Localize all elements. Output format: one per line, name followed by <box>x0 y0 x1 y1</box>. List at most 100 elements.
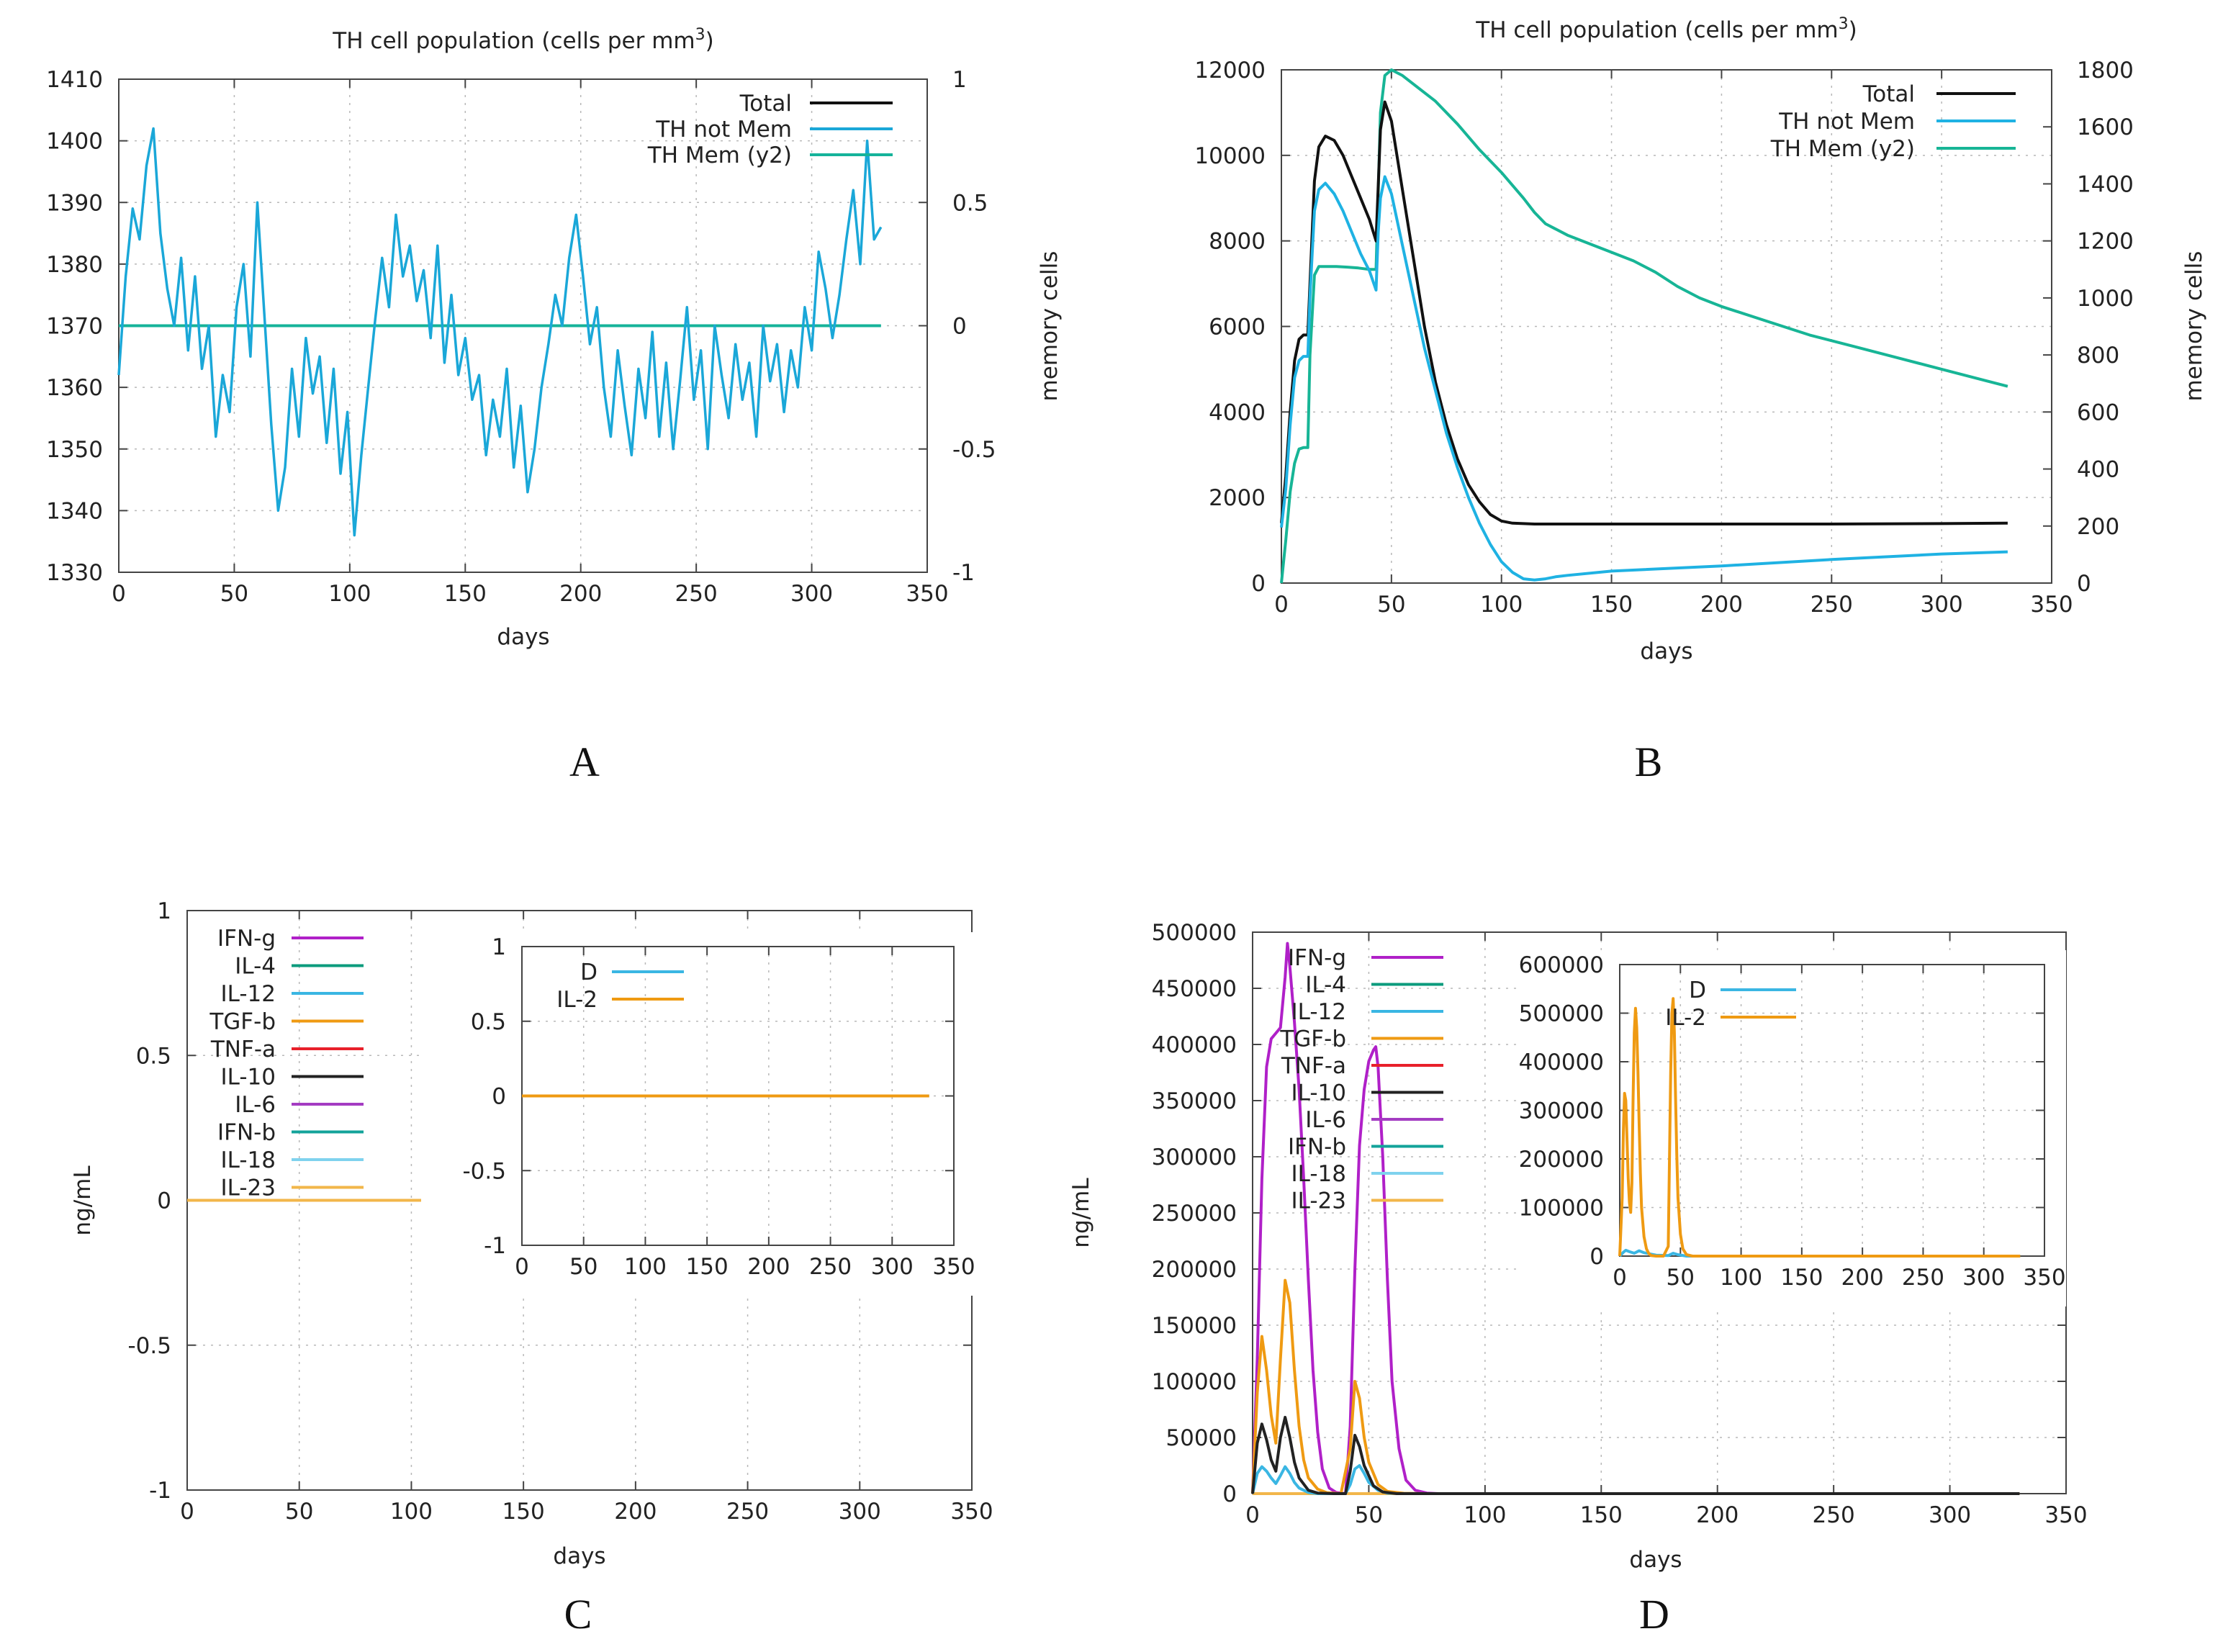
panel-d-ytick-label: 400000 <box>1152 1032 1237 1058</box>
panel-letter-d: D <box>1639 1591 1669 1638</box>
panel-d-legend-label: IL-18 <box>1291 1161 1346 1187</box>
panel-c-inset-background <box>421 932 975 1296</box>
panel-b-xtick-label: 350 <box>2030 592 2073 618</box>
panel-b-xlabel: days <box>1640 638 1692 664</box>
panel-a-y2tick-label: -0.5 <box>952 437 996 463</box>
panel-d-xtick-label: 0 <box>1245 1502 1260 1528</box>
panel-b-y2tick-label: 1600 <box>2077 114 2134 140</box>
panel-b-ytick-label: 12000 <box>1194 58 1266 83</box>
panel-d-legend-label: TNF-a <box>1281 1053 1346 1079</box>
panel-a-legend-label: TH not Mem <box>655 117 792 143</box>
panel-a-chart: 0 50 100 150 200 250 300 350 1330 1340 1350 1360 137… <box>46 26 1063 650</box>
panel-b-ytick-label: 8000 <box>1209 229 1266 255</box>
panel-a-legend-label: Total <box>739 91 792 117</box>
panel-d-xtick-label: 250 <box>1813 1502 1855 1528</box>
panel-c-legend-label: IL-6 <box>235 1092 276 1118</box>
panel-c-xtick-label: 100 <box>390 1499 433 1525</box>
panel-c-inset-ytick-label: 0.5 <box>471 1009 506 1035</box>
panel-b-legend-label: Total <box>1862 81 1915 107</box>
panel-d-inset-xtick-label: 200 <box>1841 1265 1884 1291</box>
panel-a-y2label: memory cells <box>1037 251 1063 402</box>
panel-d-legend-label: IFN-g <box>1288 945 1346 971</box>
panel-b-y2tick-label: 400 <box>2077 457 2119 483</box>
panel-letter-c: C <box>564 1591 592 1638</box>
panel-a-ytick-label: 1410 <box>46 67 103 93</box>
panel-b-y2tick-label: 1000 <box>2077 286 2134 312</box>
panel-d-xtick-label: 100 <box>1464 1502 1506 1528</box>
panel-c-inset-legend-label: IL-2 <box>556 987 598 1013</box>
panel-b-series-th-not-mem <box>1280 175 2008 582</box>
panel-d-ytick-label: 0 <box>1222 1481 1237 1507</box>
panel-c-legend-label: IL-23 <box>220 1175 276 1201</box>
panel-b-series-th-mem-y2- <box>1280 68 2008 584</box>
panel-c-xtick-label: 150 <box>502 1499 545 1525</box>
panel-d-inset-ytick-label: 400000 <box>1519 1050 1604 1075</box>
panel-c-inset-xtick-label: 150 <box>686 1254 729 1280</box>
panel-a-xlabel: days <box>497 624 549 650</box>
panel-b-y2tick-label: 800 <box>2077 343 2119 369</box>
panel-c-inset-legend-label: D <box>580 960 598 985</box>
panel-letter-b: B <box>1635 739 1663 785</box>
panel-d-legend-label: IL-10 <box>1291 1080 1346 1106</box>
panel-b-xtick-label: 300 <box>1921 592 1963 618</box>
panel-d-inset-ytick-label: 200000 <box>1519 1147 1604 1173</box>
panel-c-inset-ytick-label: -1 <box>484 1233 506 1259</box>
panel-b-xtick-label: 50 <box>1377 592 1405 618</box>
panel-d-xtick-label: 300 <box>1929 1502 1971 1528</box>
panel-letter-a: A <box>569 739 600 785</box>
panel-a-xtick-label: 0 <box>112 581 126 607</box>
panel-d-legend-label: IL-4 <box>1305 972 1346 998</box>
panel-d-series-il-10 <box>1251 1415 2020 1495</box>
panel-b-ytick-label: 0 <box>1251 571 1266 597</box>
panel-c-ytick-label: 0.5 <box>136 1043 171 1069</box>
panel-a-xtick-label: 350 <box>906 581 948 607</box>
panel-c-inset-chart: 0 50 100 150 200 250 300 350 -1 -0.5 0 0.5 1 DIL-2 <box>421 932 975 1296</box>
panel-a-xtick-label: 150 <box>444 581 487 607</box>
panel-b-legend-label: TH Mem (y2) <box>1770 136 1915 162</box>
panel-c-ytick-label: 0 <box>157 1188 171 1214</box>
panel-b-y2tick-label: 600 <box>2077 400 2119 425</box>
panel-c-legend-label: IL-18 <box>220 1147 276 1173</box>
panel-b-y2tick-label: 0 <box>2077 571 2091 597</box>
panel-a-xtick-label: 50 <box>220 581 248 607</box>
panel-c-legend-label: IL-12 <box>220 981 276 1007</box>
panel-c-legend-label: IL-4 <box>235 954 276 980</box>
panel-c-legend-label: IFN-g <box>217 926 276 952</box>
panel-b-legend-label: TH not Mem <box>1778 109 1915 135</box>
panel-c-inset-xtick-label: 100 <box>624 1254 667 1280</box>
panel-c-xtick-label: 200 <box>614 1499 657 1525</box>
panel-a-ytick-label: 1350 <box>46 437 103 463</box>
panel-d-inset-xtick-label: 0 <box>1613 1265 1627 1291</box>
panel-b-chart: 0 50 100 150 200 250 300 3500200040006000800010… <box>1194 15 2207 664</box>
panel-a-xtick-label: 100 <box>328 581 371 607</box>
panel-b-xtick-label: 0 <box>1274 592 1289 618</box>
panel-c-inset-xtick-label: 300 <box>871 1254 914 1280</box>
panel-c-legend-label: TGF-b <box>209 1009 276 1035</box>
panel-d-ytick-label: 350000 <box>1152 1088 1237 1114</box>
panel-b-xtick-label: 250 <box>1811 592 1853 618</box>
panel-a-y2tick-label: 0 <box>952 314 967 340</box>
panel-d-xtick-label: 350 <box>2044 1502 2087 1528</box>
panel-d-xtick-label: 150 <box>1580 1502 1623 1528</box>
panel-d-ytick-label: 200000 <box>1152 1257 1237 1283</box>
panel-b-y2tick-label: 200 <box>2077 514 2119 540</box>
panel-c-xtick-label: 50 <box>285 1499 313 1525</box>
panel-b-xtick-label: 100 <box>1480 592 1523 618</box>
panel-c-xtick-label: 300 <box>839 1499 881 1525</box>
panel-d-inset-ytick-label: 300000 <box>1519 1098 1604 1124</box>
panel-a-y2tick-label: 0.5 <box>952 190 988 216</box>
panel-c-ytick-label: 1 <box>157 898 171 924</box>
panel-d-inset-series-d <box>1618 1248 2021 1258</box>
panel-d-inset-legend-label: IL-2 <box>1665 1005 1706 1031</box>
panel-c-ytick-label: -0.5 <box>128 1333 172 1359</box>
panel-c-xtick-label: 250 <box>726 1499 769 1525</box>
panel-c-inset-xtick-label: 200 <box>747 1254 790 1280</box>
panel-d-ytick-label: 250000 <box>1152 1201 1237 1227</box>
panel-d-inset-chart: 0 50 100 150 200 250 300 350 0 100000 200000 300000… <box>1519 950 2066 1306</box>
panel-d-legend-label: IL-12 <box>1291 999 1346 1025</box>
panel-c-ytick-label: -1 <box>149 1478 171 1504</box>
panel-d-inset-xtick-label: 350 <box>2023 1265 2065 1291</box>
panel-d-ytick-label: 100000 <box>1152 1369 1237 1395</box>
panel-c-inset-ytick-label: 1 <box>492 934 506 960</box>
